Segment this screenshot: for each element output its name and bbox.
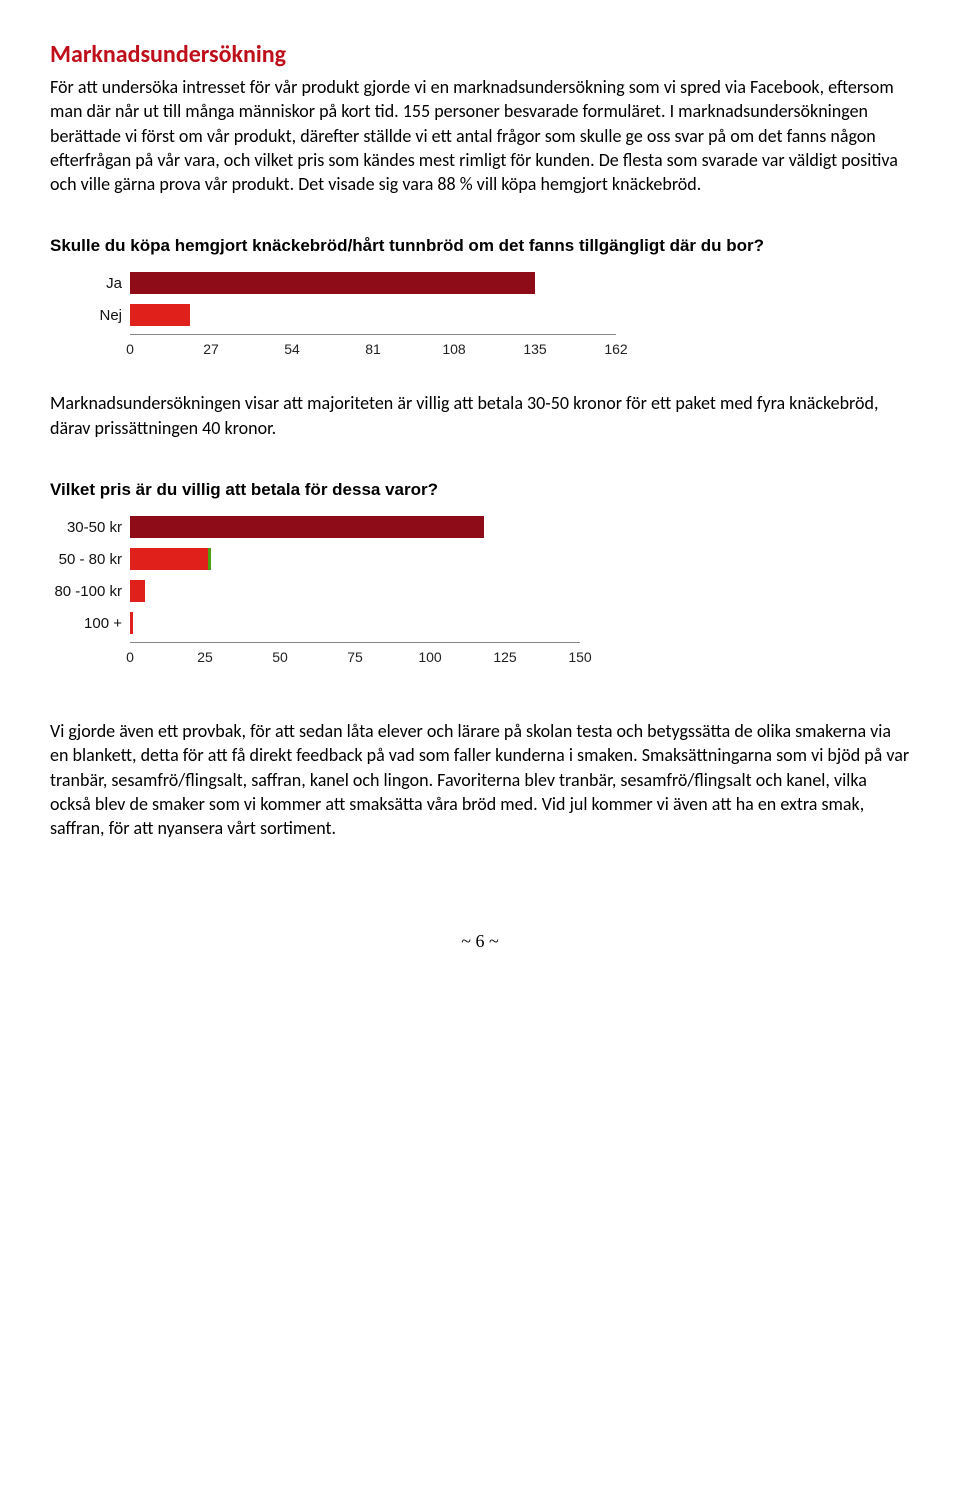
chart-row: 100 + — [50, 610, 910, 636]
chart-bar — [130, 580, 145, 602]
chart-category-label: 30-50 kr — [50, 519, 130, 536]
chart-x-axis: 0255075100125150 — [130, 642, 580, 649]
chart-category-label: 100 + — [50, 615, 130, 632]
chart-row: 50 - 80 kr — [50, 546, 910, 572]
chart-tick-label: 75 — [347, 649, 363, 665]
chart-tick-label: 25 — [197, 649, 213, 665]
chart-bar — [130, 304, 190, 326]
page-title: Marknadsundersökning — [50, 40, 910, 69]
chart-tick-label: 108 — [442, 341, 465, 357]
chart2: 30-50 kr 50 - 80 kr 80 -100 kr 100 + 0255075… — [50, 514, 910, 649]
chart-category-label: 50 - 80 kr — [50, 551, 130, 568]
intro-paragraph: För att undersöka intresset för vår prod… — [50, 75, 910, 196]
chart-tick-label: 50 — [272, 649, 288, 665]
chart1-question: Skulle du köpa hemgjort knäckebröd/hårt … — [50, 236, 910, 256]
chart-category-label: Ja — [50, 275, 130, 292]
chart-tick-label: 0 — [126, 649, 134, 665]
chart-category-label: 80 -100 kr — [50, 583, 130, 600]
chart-row: 80 -100 kr — [50, 578, 910, 604]
chart-tick-label: 135 — [523, 341, 546, 357]
chart2-question: Vilket pris är du villig att betala för … — [50, 480, 910, 500]
chart-bar — [130, 548, 211, 570]
chart-x-axis: 0275481108135162 — [130, 334, 616, 341]
chart-row: 30-50 kr — [50, 514, 910, 540]
chart1: Ja Nej 0275481108135162 — [50, 270, 910, 341]
chart-bar — [130, 272, 535, 294]
chart-tick-label: 54 — [284, 341, 300, 357]
chart-bar — [130, 516, 484, 538]
outro-paragraph: Vi gjorde även ett provbak, för att seda… — [50, 719, 910, 840]
page-number: ~ 6 ~ — [50, 931, 910, 952]
chart-row: Nej — [50, 302, 910, 328]
chart-tick-label: 100 — [418, 649, 441, 665]
chart-bar — [130, 612, 133, 634]
chart-tick-label: 125 — [493, 649, 516, 665]
chart-tick-label: 150 — [568, 649, 591, 665]
chart-tick-label: 0 — [126, 341, 134, 357]
chart-category-label: Nej — [50, 307, 130, 324]
mid-paragraph: Marknadsundersökningen visar att majorit… — [50, 391, 910, 440]
chart-tick-label: 27 — [203, 341, 219, 357]
chart-row: Ja — [50, 270, 910, 296]
chart-tick-label: 162 — [604, 341, 627, 357]
chart-tick-label: 81 — [365, 341, 381, 357]
